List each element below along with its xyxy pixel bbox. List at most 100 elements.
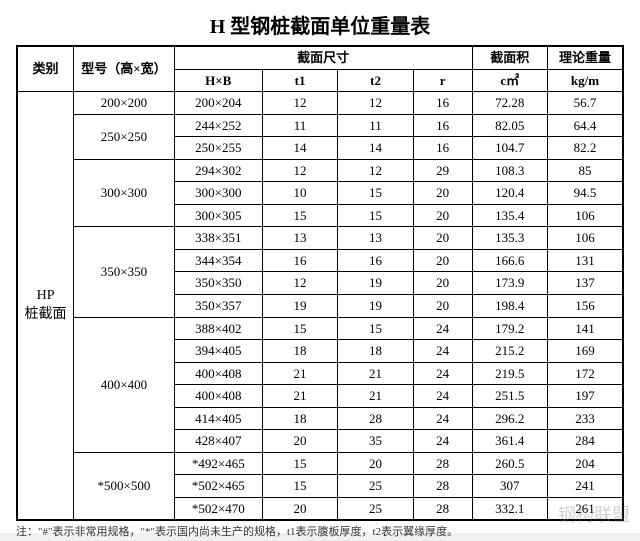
steel-pile-table: 类别 型号（高×宽） 截面尺寸 截面积 理论重量 H×B t1 t2 r c㎡ … bbox=[16, 45, 624, 521]
cell-wt: 204 bbox=[547, 452, 623, 475]
cell-t2: 20 bbox=[338, 452, 413, 475]
cell-t1: 18 bbox=[262, 340, 337, 363]
table-row: *500×500*492×465152028260.5204 bbox=[17, 452, 623, 475]
cell-wt: 106 bbox=[547, 204, 623, 227]
col-t2: t2 bbox=[338, 69, 413, 92]
cell-t2: 18 bbox=[338, 340, 413, 363]
cell-wt: 106 bbox=[547, 227, 623, 250]
cell-r: 24 bbox=[413, 317, 472, 340]
cell-r: 28 bbox=[413, 497, 472, 520]
cell-wt: 233 bbox=[547, 407, 623, 430]
page-title: H 型钢桩截面单位重量表 bbox=[16, 10, 624, 39]
col-weight-unit: kg/m bbox=[547, 69, 623, 92]
model-cell: *500×500 bbox=[74, 452, 175, 520]
cell-t2: 19 bbox=[338, 272, 413, 295]
table-row: 300×300294×302121229108.385 bbox=[17, 159, 623, 182]
cell-HxB: *502×470 bbox=[174, 497, 262, 520]
cell-t2: 16 bbox=[338, 249, 413, 272]
cell-area: 219.5 bbox=[472, 362, 547, 385]
col-t1: t1 bbox=[262, 69, 337, 92]
cell-HxB: 394×405 bbox=[174, 340, 262, 363]
cell-t1: 14 bbox=[262, 137, 337, 160]
table-body: HP桩截面200×200200×20412121672.2856.7250×25… bbox=[17, 92, 623, 521]
model-cell: 400×400 bbox=[74, 317, 175, 452]
cell-wt: 56.7 bbox=[547, 92, 623, 115]
cell-r: 20 bbox=[413, 295, 472, 318]
cell-wt: 156 bbox=[547, 295, 623, 318]
cell-t2: 13 bbox=[338, 227, 413, 250]
table-row: 350×350338×351131320135.3106 bbox=[17, 227, 623, 250]
col-category: 类别 bbox=[17, 46, 74, 92]
cell-t2: 28 bbox=[338, 407, 413, 430]
cell-t1: 20 bbox=[262, 430, 337, 453]
category-cell: HP桩截面 bbox=[17, 92, 74, 521]
cell-t2: 35 bbox=[338, 430, 413, 453]
cell-r: 24 bbox=[413, 430, 472, 453]
cell-area: 173.9 bbox=[472, 272, 547, 295]
cell-area: 251.5 bbox=[472, 385, 547, 408]
col-area-unit: c㎡ bbox=[472, 69, 547, 92]
table-row: HP桩截面200×200200×20412121672.2856.7 bbox=[17, 92, 623, 115]
cell-area: 166.6 bbox=[472, 249, 547, 272]
cell-HxB: 244×252 bbox=[174, 114, 262, 137]
cell-t2: 15 bbox=[338, 204, 413, 227]
cell-r: 28 bbox=[413, 452, 472, 475]
cell-area: 361.4 bbox=[472, 430, 547, 453]
col-weight-label: 理论重量 bbox=[547, 46, 623, 69]
cell-HxB: *502×465 bbox=[174, 475, 262, 498]
cell-HxB: 414×405 bbox=[174, 407, 262, 430]
cell-r: 24 bbox=[413, 407, 472, 430]
cell-wt: 172 bbox=[547, 362, 623, 385]
cell-wt: 141 bbox=[547, 317, 623, 340]
cell-area: 104.7 bbox=[472, 137, 547, 160]
cell-t2: 15 bbox=[338, 182, 413, 205]
cell-r: 16 bbox=[413, 92, 472, 115]
cell-t1: 21 bbox=[262, 385, 337, 408]
cell-t1: 10 bbox=[262, 182, 337, 205]
cell-t2: 14 bbox=[338, 137, 413, 160]
cell-t2: 12 bbox=[338, 92, 413, 115]
cell-area: 120.4 bbox=[472, 182, 547, 205]
cell-r: 28 bbox=[413, 475, 472, 498]
col-model: 型号（高×宽） bbox=[74, 46, 175, 92]
cell-t1: 13 bbox=[262, 227, 337, 250]
cell-r: 20 bbox=[413, 227, 472, 250]
col-r: r bbox=[413, 69, 472, 92]
cell-area: 198.4 bbox=[472, 295, 547, 318]
cell-HxB: 400×408 bbox=[174, 385, 262, 408]
table-row: 400×400388×402151524179.2141 bbox=[17, 317, 623, 340]
cell-r: 20 bbox=[413, 249, 472, 272]
cell-HxB: 400×408 bbox=[174, 362, 262, 385]
cell-HxB: 300×300 bbox=[174, 182, 262, 205]
cell-t1: 18 bbox=[262, 407, 337, 430]
cell-area: 260.5 bbox=[472, 452, 547, 475]
model-cell: 300×300 bbox=[74, 159, 175, 227]
cell-t1: 11 bbox=[262, 114, 337, 137]
cell-t2: 21 bbox=[338, 362, 413, 385]
cell-t1: 12 bbox=[262, 92, 337, 115]
cell-t2: 11 bbox=[338, 114, 413, 137]
cell-wt: 85 bbox=[547, 159, 623, 182]
cell-t1: 15 bbox=[262, 452, 337, 475]
cell-r: 20 bbox=[413, 182, 472, 205]
header-row-1: 类别 型号（高×宽） 截面尺寸 截面积 理论重量 bbox=[17, 46, 623, 69]
cell-r: 24 bbox=[413, 385, 472, 408]
cell-wt: 131 bbox=[547, 249, 623, 272]
cell-t1: 15 bbox=[262, 317, 337, 340]
cell-area: 296.2 bbox=[472, 407, 547, 430]
cell-t1: 16 bbox=[262, 249, 337, 272]
cell-area: 82.05 bbox=[472, 114, 547, 137]
cell-wt: 137 bbox=[547, 272, 623, 295]
cell-t1: 20 bbox=[262, 497, 337, 520]
cell-t1: 12 bbox=[262, 272, 337, 295]
cell-HxB: 250×255 bbox=[174, 137, 262, 160]
table-row: 250×250244×25211111682.0564.4 bbox=[17, 114, 623, 137]
cell-wt: 169 bbox=[547, 340, 623, 363]
cell-area: 179.2 bbox=[472, 317, 547, 340]
cell-t2: 25 bbox=[338, 475, 413, 498]
cell-HxB: 428×407 bbox=[174, 430, 262, 453]
cell-HxB: 344×354 bbox=[174, 249, 262, 272]
cell-HxB: 388×402 bbox=[174, 317, 262, 340]
cell-r: 16 bbox=[413, 114, 472, 137]
col-area-label: 截面积 bbox=[472, 46, 547, 69]
